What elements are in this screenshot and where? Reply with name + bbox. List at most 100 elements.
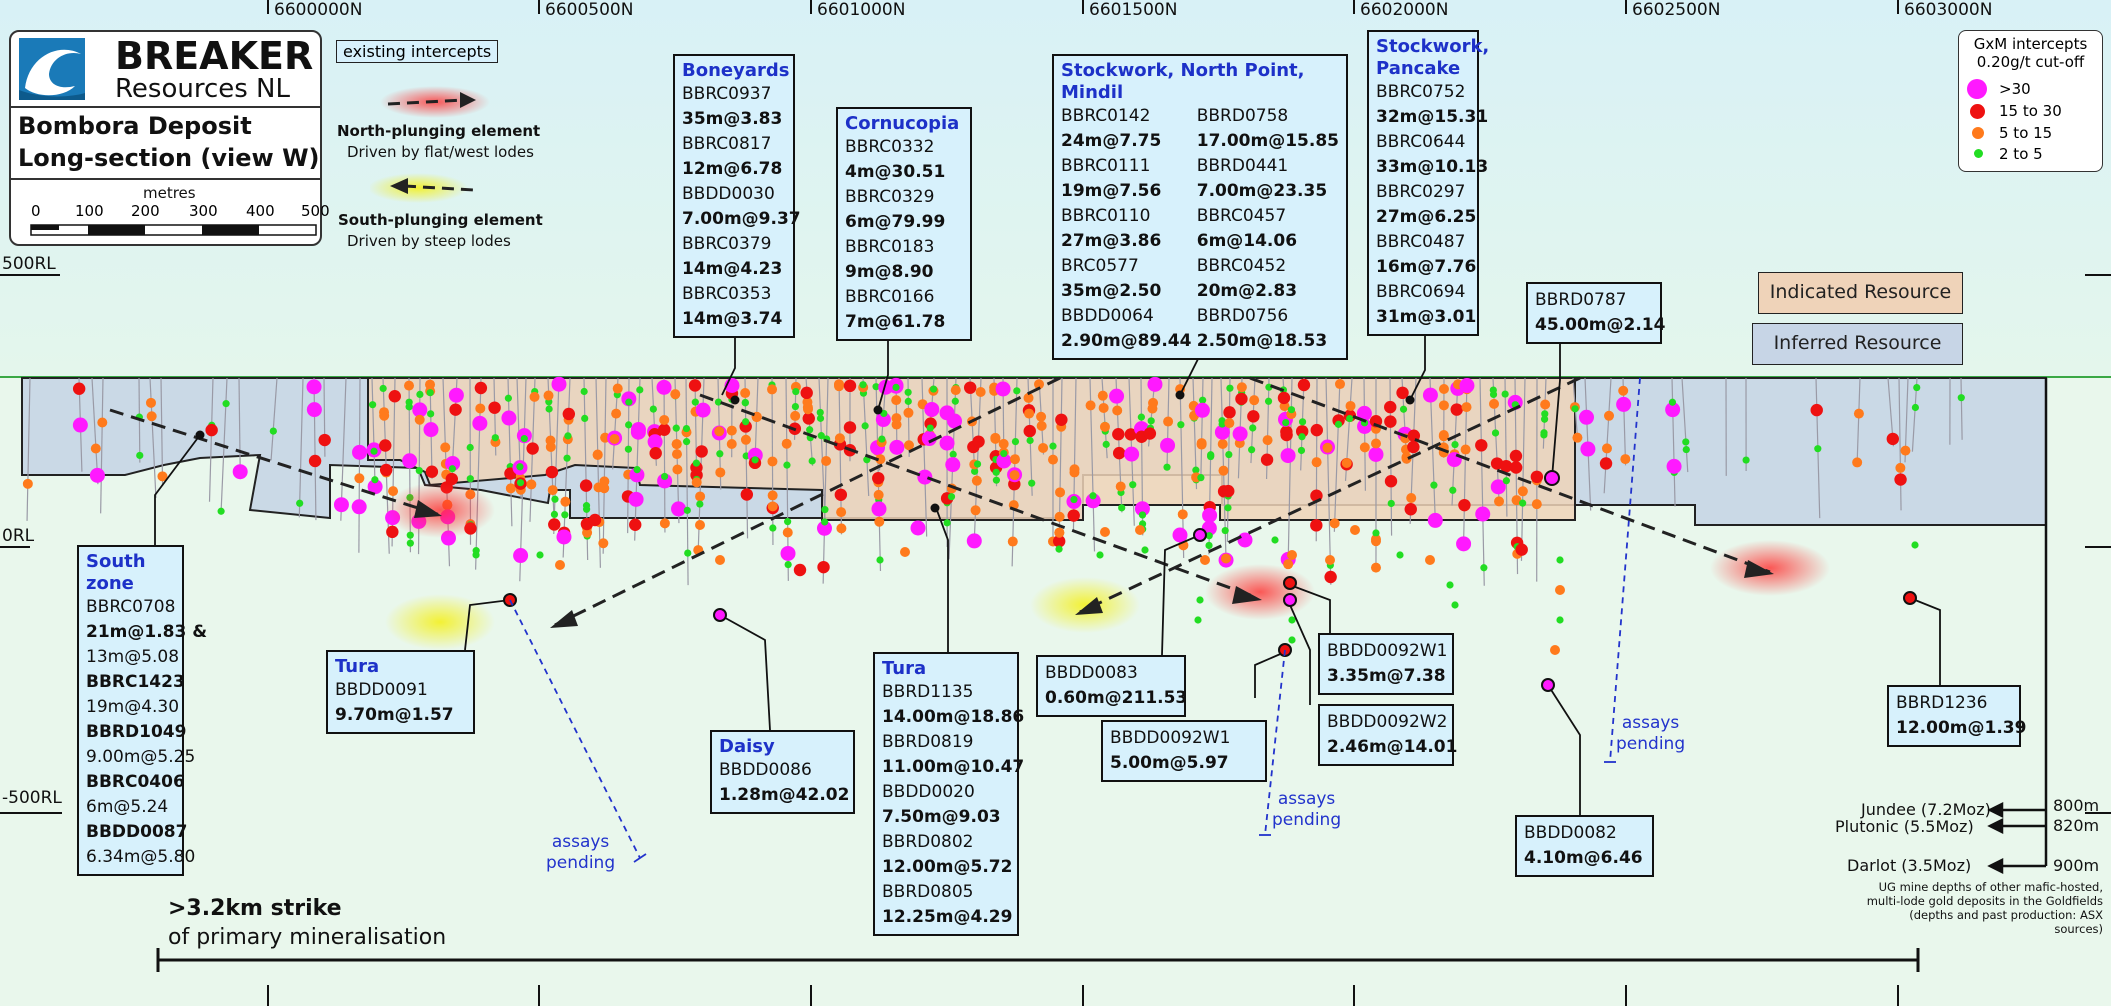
intercept-dot (1067, 509, 1080, 522)
intercept-dot (929, 385, 938, 393)
intercept-dot (1288, 636, 1296, 644)
intercept-dot (1475, 506, 1491, 522)
callout-tura-2: Tura BBRD1135 14.00m@18.86 BBRD0819 11.00m@… (873, 652, 1024, 936)
hole-id: BBRC0937 (682, 84, 772, 104)
hole-id: 6m@5.24 (86, 797, 169, 817)
legend-label: 2 to 5 (1999, 145, 2043, 163)
intercept-dot (205, 423, 218, 437)
hole-id: BBDD0091 (335, 680, 428, 700)
intercept-dot (425, 465, 439, 478)
intercept-value: 7.50m@9.03 (882, 807, 1001, 827)
mine-label: Plutonic (5.5Moz) (1835, 817, 1974, 836)
intercept-dot (232, 464, 248, 480)
hole-id: BBDD0030 (682, 184, 775, 204)
intercept-dot (816, 414, 825, 422)
intercept-dot (269, 427, 277, 435)
intercept-dot (561, 511, 569, 519)
south-arrowhead-2 (1075, 597, 1103, 615)
drill-trace (160, 377, 164, 486)
intercept-dot (834, 379, 845, 390)
hole-id: BBRC0297 (1376, 182, 1466, 202)
intercept-dot (536, 551, 544, 559)
intercept-dot (1147, 417, 1155, 425)
intercept-dot (1540, 431, 1548, 439)
intercept-dot (548, 518, 561, 531)
scale-unit: metres (143, 184, 196, 202)
intercept-dot (555, 560, 565, 570)
intercept-dot (783, 461, 791, 469)
intercept-dot (861, 422, 869, 430)
hole-id: BBDD0082 (1524, 823, 1617, 843)
intercept-dot (1124, 428, 1138, 441)
callout-rows: BBDD0092W1 3.35m@7.38 (1327, 639, 1447, 689)
hole-id: 13m@5.08 (86, 647, 180, 667)
intercept-dot (1196, 596, 1204, 604)
intercept-dot (784, 518, 792, 526)
intercept-dot (1345, 400, 1356, 411)
drill-trace (270, 377, 278, 461)
intercept-dot (1404, 503, 1417, 516)
drill-trace (1960, 377, 1963, 440)
intercept-dot (1580, 441, 1596, 457)
intercept-dot (975, 387, 986, 398)
mine-depth: 820m (2053, 816, 2100, 835)
intercept-value: 27m@3.86 (1061, 231, 1162, 251)
hole-id: BBRD0758 (1196, 106, 1289, 126)
intercept-value: 27m@6.25 (1376, 207, 1477, 227)
intercept-dot (1172, 527, 1188, 543)
intercept-dot (781, 438, 792, 449)
intercept-dot (1055, 413, 1068, 426)
strike-bar (156, 948, 1920, 972)
intercept-dot (1118, 504, 1126, 512)
intercept-dot (371, 476, 379, 484)
intercept-dot (1287, 406, 1296, 414)
intercept-dot (1283, 559, 1294, 570)
intercept-dot (1260, 453, 1274, 466)
intercept-dot (843, 421, 857, 434)
mine-note-line: multi-lode gold deposits in the Goldfiel… (1866, 894, 2103, 908)
intercept-dot (1357, 418, 1373, 434)
intercept-value: 12m@6.78 (682, 159, 783, 179)
south-plunge-sub: Driven by steep lodes (347, 232, 511, 250)
intercept-value: 16m@7.76 (1376, 257, 1477, 277)
drill-trace (818, 377, 826, 525)
mine-depth: 800m (2053, 796, 2100, 815)
intercept-dot (806, 426, 814, 434)
intercept-dot (910, 520, 926, 536)
intercept-dot (1297, 446, 1306, 455)
intercept-dot (816, 520, 832, 536)
south-plunge-title: South-plunging element (338, 211, 543, 229)
intercept-dot (1665, 402, 1681, 418)
intercept-dot (379, 407, 390, 418)
intercept-dot (1085, 400, 1096, 411)
intercept-dots (22, 376, 1965, 655)
intercept-dot (943, 519, 951, 527)
intercept-dot (1489, 390, 1498, 399)
intercept-dot (1214, 424, 1230, 440)
intercept-dot (1298, 418, 1307, 426)
intercept-dot (582, 505, 591, 513)
intercept-dot (903, 407, 914, 418)
intercept-dot (1369, 415, 1383, 428)
intercept-dot (671, 501, 687, 517)
intercept-dot (871, 501, 887, 517)
intercept-dot (1070, 495, 1078, 504)
intercept-dot (1449, 486, 1457, 494)
intercept-value: 2.50m@18.53 (1196, 331, 1328, 351)
drill-trace (298, 377, 304, 518)
intercept-dot (1425, 555, 1435, 565)
intercept-dot (682, 438, 691, 446)
callout-title: Daisy (719, 736, 775, 757)
north-plunge-legend-arrow (380, 86, 490, 118)
intercept-dot (817, 560, 830, 574)
intercept-dot (1247, 410, 1260, 423)
intercept-dot (157, 471, 168, 482)
intercept-dot (472, 415, 488, 431)
callout-columns: BBRC0142 24m@7.75 BBRC0111 19m@7.56 BBRC0110… (1061, 104, 1339, 354)
intercept-value: 35m@2.50 (1061, 281, 1162, 301)
intercept-dot (1147, 376, 1163, 392)
intercept-dot (1555, 585, 1565, 595)
intercept-dot (670, 389, 681, 400)
intercept-dot (688, 379, 702, 392)
hole-id: BBDD0092W2 (1327, 712, 1448, 732)
